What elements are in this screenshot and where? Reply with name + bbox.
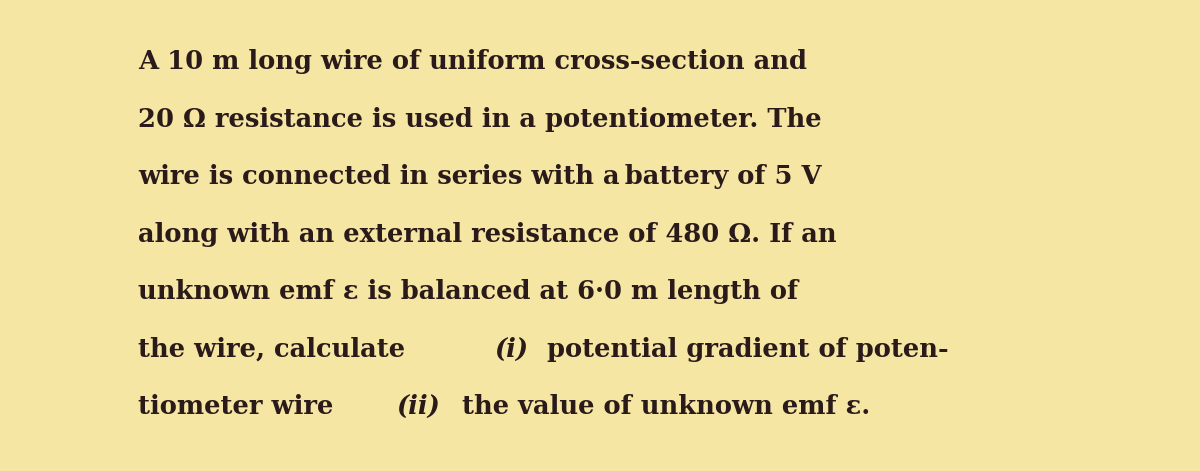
Text: unknown emf ε is balanced at 6·0 m length of: unknown emf ε is balanced at 6·0 m lengt… — [138, 279, 798, 304]
Text: 20 Ω resistance is used in a potentiometer. The: 20 Ω resistance is used in a potentiomet… — [138, 107, 822, 132]
Text: along with an external resistance of 480 Ω. If an: along with an external resistance of 480… — [138, 222, 836, 247]
Text: (ii): (ii) — [397, 394, 440, 419]
Text: the wire, calculate: the wire, calculate — [138, 337, 414, 362]
Text: potential gradient of poten-: potential gradient of poten- — [538, 337, 949, 362]
Text: (i): (i) — [494, 337, 528, 362]
Text: the value of unknown emf ε.: the value of unknown emf ε. — [454, 394, 870, 419]
Text: A 10 m long wire of uniform cross-section and: A 10 m long wire of uniform cross-sectio… — [138, 49, 808, 74]
Text: tiometer wire: tiometer wire — [138, 394, 338, 419]
Text: wire is connected in series with a battery of 5 V: wire is connected in series with a batte… — [138, 164, 822, 189]
